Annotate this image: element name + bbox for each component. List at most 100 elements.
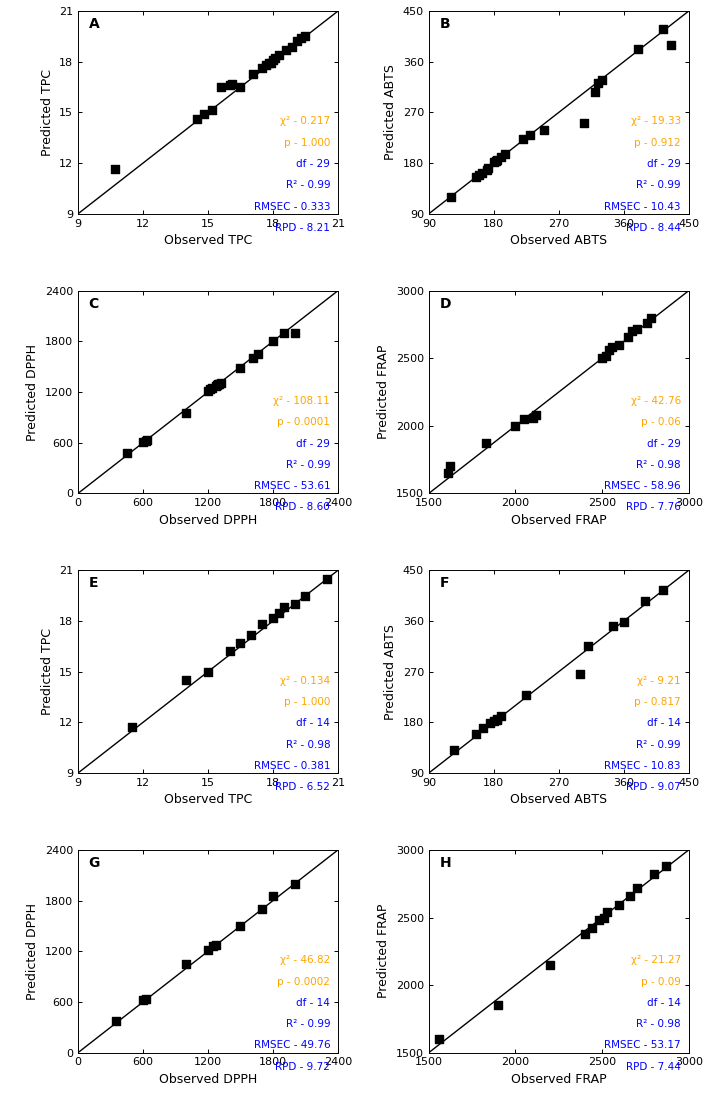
Point: [202, 382, 214, 400]
Point: [141, 431, 153, 449]
Point: [510, 417, 521, 434]
Point: [496, 148, 507, 166]
Y-axis label: Predicted TPC: Predicted TPC: [40, 69, 53, 156]
Point: [492, 152, 503, 170]
Point: [263, 54, 274, 72]
Text: RMSEC - 10.83: RMSEC - 10.83: [604, 761, 681, 771]
Text: RMSEC - 53.17: RMSEC - 53.17: [604, 1040, 681, 1050]
Point: [488, 712, 500, 730]
Point: [211, 377, 222, 394]
Text: RPD - 8.21: RPD - 8.21: [275, 223, 330, 233]
Text: df - 14: df - 14: [296, 998, 330, 1008]
Point: [624, 888, 635, 905]
Point: [274, 604, 285, 622]
X-axis label: Observed DPPH: Observed DPPH: [159, 1073, 257, 1086]
Point: [207, 101, 218, 119]
Point: [224, 76, 235, 94]
Text: G: G: [89, 856, 100, 870]
Point: [210, 377, 222, 394]
Point: [267, 51, 278, 69]
Text: H: H: [439, 856, 451, 870]
Point: [445, 188, 457, 206]
Point: [613, 336, 625, 353]
Point: [300, 587, 311, 605]
Point: [289, 875, 300, 893]
Point: [208, 937, 219, 955]
Point: [235, 359, 246, 377]
Text: RPD - 8.44: RPD - 8.44: [626, 223, 681, 233]
Text: χ² - 46.82: χ² - 46.82: [280, 955, 330, 965]
Point: [278, 324, 290, 341]
Text: R² - 0.99: R² - 0.99: [285, 181, 330, 191]
Point: [476, 164, 487, 182]
Point: [517, 131, 528, 148]
Point: [256, 60, 268, 78]
Point: [618, 613, 630, 630]
Point: [289, 324, 300, 341]
Point: [215, 373, 226, 391]
Text: df - 14: df - 14: [647, 718, 681, 728]
Point: [270, 50, 281, 68]
Point: [212, 376, 224, 393]
Text: R² - 0.99: R² - 0.99: [636, 739, 681, 749]
Point: [202, 941, 214, 958]
Point: [470, 725, 481, 742]
Text: p - 0.817: p - 0.817: [634, 697, 681, 707]
Point: [235, 79, 246, 96]
Text: E: E: [89, 576, 98, 591]
Point: [539, 122, 550, 140]
Point: [267, 888, 278, 905]
X-axis label: Observed TPC: Observed TPC: [164, 234, 252, 247]
Point: [235, 634, 246, 652]
Point: [210, 935, 222, 953]
Point: [198, 105, 209, 123]
Point: [623, 328, 634, 346]
Point: [604, 341, 615, 359]
Y-axis label: Predicted DPPH: Predicted DPPH: [26, 903, 40, 999]
Text: R² - 0.98: R² - 0.98: [636, 1019, 681, 1029]
Text: F: F: [439, 576, 449, 591]
Point: [492, 710, 503, 728]
Point: [442, 464, 454, 482]
Point: [482, 160, 493, 177]
Point: [267, 331, 278, 349]
Text: df - 29: df - 29: [647, 439, 681, 449]
Text: RPD - 7.44: RPD - 7.44: [626, 1061, 681, 1071]
Text: RPD - 6.52: RPD - 6.52: [275, 782, 330, 792]
Point: [291, 32, 302, 50]
Point: [499, 145, 510, 163]
Point: [596, 349, 608, 367]
Point: [527, 409, 538, 427]
Point: [481, 161, 492, 178]
Point: [665, 35, 677, 53]
Text: R² - 0.99: R² - 0.99: [285, 460, 330, 470]
Point: [493, 996, 504, 1014]
Point: [280, 41, 292, 59]
Point: [660, 858, 672, 875]
X-axis label: Observed FRAP: Observed FRAP: [511, 514, 606, 526]
Point: [492, 711, 503, 729]
Point: [640, 593, 651, 611]
Text: RMSEC - 58.96: RMSEC - 58.96: [604, 481, 681, 491]
Point: [300, 28, 311, 45]
Point: [180, 955, 192, 973]
Point: [579, 925, 591, 943]
Text: RMSEC - 53.61: RMSEC - 53.61: [253, 481, 330, 491]
X-axis label: Observed ABTS: Observed ABTS: [510, 234, 607, 247]
Point: [137, 992, 148, 1009]
Text: df - 29: df - 29: [647, 160, 681, 170]
Text: C: C: [89, 297, 99, 310]
Point: [593, 912, 604, 930]
Text: RMSEC - 49.76: RMSEC - 49.76: [253, 1040, 330, 1050]
Text: χ² - 19.33: χ² - 19.33: [630, 116, 681, 126]
Point: [613, 896, 625, 914]
Point: [289, 595, 300, 613]
Point: [256, 616, 268, 634]
Text: df - 29: df - 29: [296, 160, 330, 170]
Point: [213, 376, 224, 393]
Text: p - 0.0001: p - 0.0001: [278, 418, 330, 428]
Text: p - 0.0002: p - 0.0002: [278, 976, 330, 986]
Point: [248, 64, 259, 82]
Point: [449, 741, 460, 759]
Point: [261, 57, 272, 74]
